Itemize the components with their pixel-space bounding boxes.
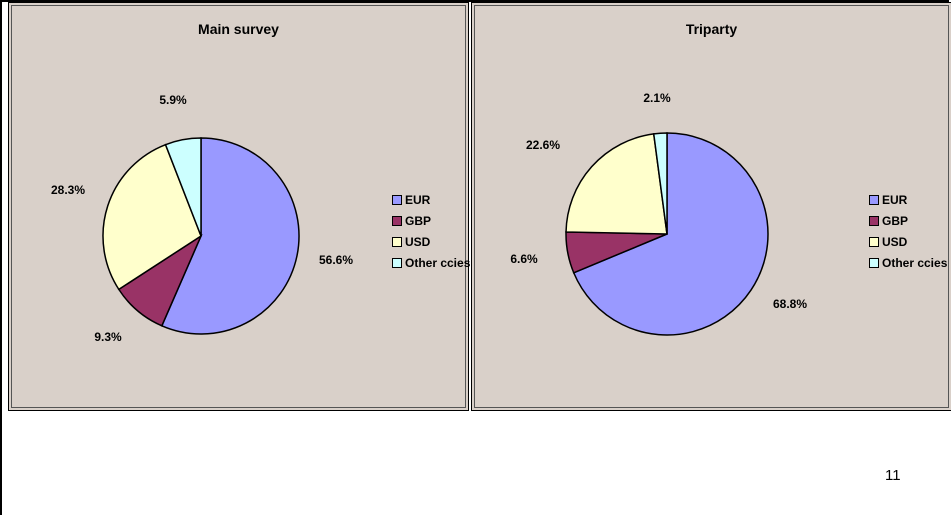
legend-label: Other ccies xyxy=(405,256,470,270)
data-label-gbp: 9.3% xyxy=(94,330,122,344)
data-label-eur: 56.6% xyxy=(319,253,353,267)
legend-swatch xyxy=(392,216,402,226)
legend-item-other-ccies: Other ccies xyxy=(869,252,947,273)
legend-swatch xyxy=(392,237,402,247)
legend-item-gbp: GBP xyxy=(869,210,947,231)
legend-label: EUR xyxy=(405,193,430,207)
data-label-eur: 68.8% xyxy=(773,297,807,311)
legend-label: GBP xyxy=(882,214,908,228)
legend-swatch xyxy=(392,258,402,268)
legend-swatch xyxy=(869,216,879,226)
legend-item-other-ccies: Other ccies xyxy=(392,252,470,273)
data-label-other-ccies: 5.9% xyxy=(159,93,187,107)
data-label-usd: 22.6% xyxy=(526,138,560,152)
page-number: 11 xyxy=(885,467,901,484)
chart-panel-triparty: Triparty 68.8% 6.6% 22.6% 2.1% EUR GBP USD Oth… xyxy=(471,2,951,411)
legend-label: USD xyxy=(882,235,907,249)
legend-item-eur: EUR xyxy=(869,189,947,210)
legend-swatch xyxy=(869,237,879,247)
legend-swatch xyxy=(392,195,402,205)
legend-swatch xyxy=(869,258,879,268)
legend-label: EUR xyxy=(882,193,907,207)
data-label-usd: 28.3% xyxy=(51,183,85,197)
legend-item-usd: USD xyxy=(392,231,470,252)
legend-item-usd: USD xyxy=(869,231,947,252)
legend-label: GBP xyxy=(405,214,431,228)
pie-slice-usd xyxy=(566,134,667,234)
chart-panel-main-survey: Main survey 56.6% 9.3% 28.3% 5.9% EUR GBP USD… xyxy=(8,2,469,411)
legend-item-gbp: GBP xyxy=(392,210,470,231)
chart-legend: EUR GBP USD Other ccies xyxy=(869,189,947,273)
legend-label: Other ccies xyxy=(882,256,947,270)
chart-legend: EUR GBP USD Other ccies xyxy=(392,189,470,273)
legend-label: USD xyxy=(405,235,430,249)
legend-item-eur: EUR xyxy=(392,189,470,210)
legend-swatch xyxy=(869,195,879,205)
data-label-gbp: 6.6% xyxy=(510,252,538,266)
data-label-other-ccies: 2.1% xyxy=(643,91,671,105)
